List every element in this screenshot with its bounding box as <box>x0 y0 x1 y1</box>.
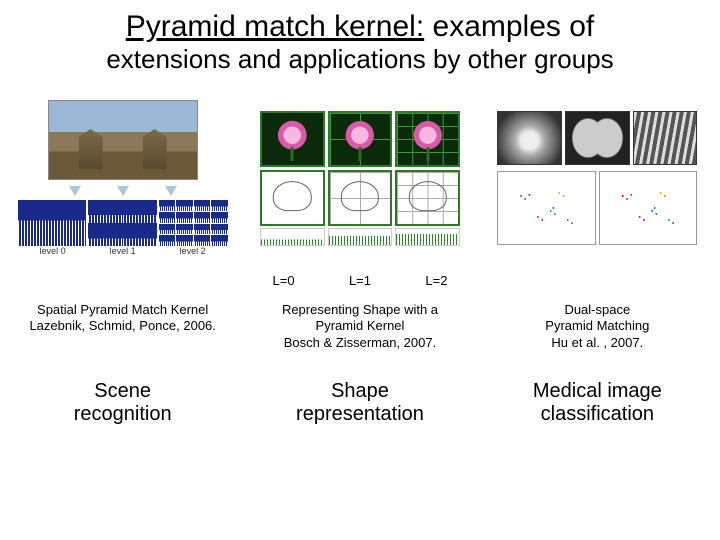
topic-2: Shape representation <box>296 380 424 426</box>
level-label: level 2 <box>158 246 228 256</box>
level-label: L=2 <box>425 273 447 288</box>
temple-photo <box>48 100 198 180</box>
flower-cell <box>395 111 460 167</box>
citation-authors: Hu et al. , 2007. <box>545 335 649 351</box>
green-hist-panel <box>260 228 325 246</box>
citation-title: Spatial Pyramid Match Kernel <box>29 302 215 318</box>
xray-row <box>497 111 697 165</box>
title-rest: examples of <box>424 10 594 43</box>
citation-authors: Lazebnik, Schmid, Ponce, 2006. <box>29 318 215 334</box>
green-hist-panel <box>395 228 460 246</box>
column-shape-representation: L=0 L=1 L=2 Representing Shape with a Py… <box>245 93 474 530</box>
topic-line: Scene <box>74 380 172 403</box>
histogram-level0 <box>18 200 87 246</box>
citation-3: Dual-space Pyramid Matching Hu et al. , … <box>545 302 649 356</box>
citation-title: Representing Shape with a <box>282 302 438 318</box>
scatter-plot <box>599 171 698 245</box>
green-histograms <box>260 228 460 246</box>
topic-line: representation <box>296 403 424 426</box>
column-medical-classification: . Dual-space Pyramid Matching Hu et al. … <box>483 93 712 530</box>
slide: Pyramid match kernel: examples of extens… <box>0 0 720 540</box>
topic-3: Medical image classification <box>533 380 662 426</box>
title-line-2: extensions and applications by other gro… <box>8 44 712 75</box>
figure-pyramid-kernel <box>245 93 474 263</box>
histogram-strip <box>18 200 228 246</box>
figure-dual-space <box>483 93 712 263</box>
citation-authors: Bosch & Zisserman, 2007. <box>282 335 438 351</box>
citation-line2: Pyramid Matching <box>545 318 649 334</box>
topic-line: Medical image <box>533 380 662 403</box>
sketch-cell <box>260 170 325 226</box>
arrow-down-icon <box>69 186 81 196</box>
histogram-level2 <box>159 200 228 246</box>
xray-chest <box>565 111 630 165</box>
citation-1: Spatial Pyramid Match Kernel Lazebnik, S… <box>29 302 215 356</box>
arrow-down-icon <box>165 186 177 196</box>
sketch-cell <box>328 170 393 226</box>
xray-hand <box>633 111 698 165</box>
sketch-cell <box>395 170 460 226</box>
figure-spatial-pyramid: level 0 level 1 level 2 <box>8 93 237 263</box>
arrow-down-icon <box>117 186 129 196</box>
green-hist-panel <box>328 228 393 246</box>
level-label: L=1 <box>349 273 371 288</box>
arrow-row <box>69 186 177 196</box>
citation-2: Representing Shape with a Pyramid Kernel… <box>282 302 438 356</box>
title-line-1: Pyramid match kernel: examples of <box>8 10 712 44</box>
flower-cell <box>328 111 393 167</box>
scatter-row <box>497 171 697 245</box>
topic-line: Shape <box>296 380 424 403</box>
columns-row: level 0 level 1 level 2 . Spatial Pyrami… <box>8 93 712 530</box>
title-underlined: Pyramid match kernel: <box>126 10 424 43</box>
topic-line: classification <box>533 403 662 426</box>
flower-grid <box>260 111 460 226</box>
citation-title: Dual-space <box>545 302 649 318</box>
flower-cell <box>260 111 325 167</box>
topic-line: recognition <box>74 403 172 426</box>
level-label: level 0 <box>18 246 88 256</box>
scatter-plot <box>497 171 596 245</box>
column-scene-recognition: level 0 level 1 level 2 . Spatial Pyrami… <box>8 93 237 530</box>
histogram-level1 <box>88 200 157 246</box>
level-label: L=0 <box>273 273 295 288</box>
slide-title: Pyramid match kernel: examples of extens… <box>8 10 712 75</box>
xray-pelvis <box>497 111 562 165</box>
topic-1: Scene recognition <box>74 380 172 426</box>
level-strip: level 0 level 1 level 2 <box>18 246 228 256</box>
level-labels: L=0 L=1 L=2 <box>245 273 474 288</box>
level-label: level 1 <box>88 246 158 256</box>
citation-line2: Pyramid Kernel <box>282 318 438 334</box>
